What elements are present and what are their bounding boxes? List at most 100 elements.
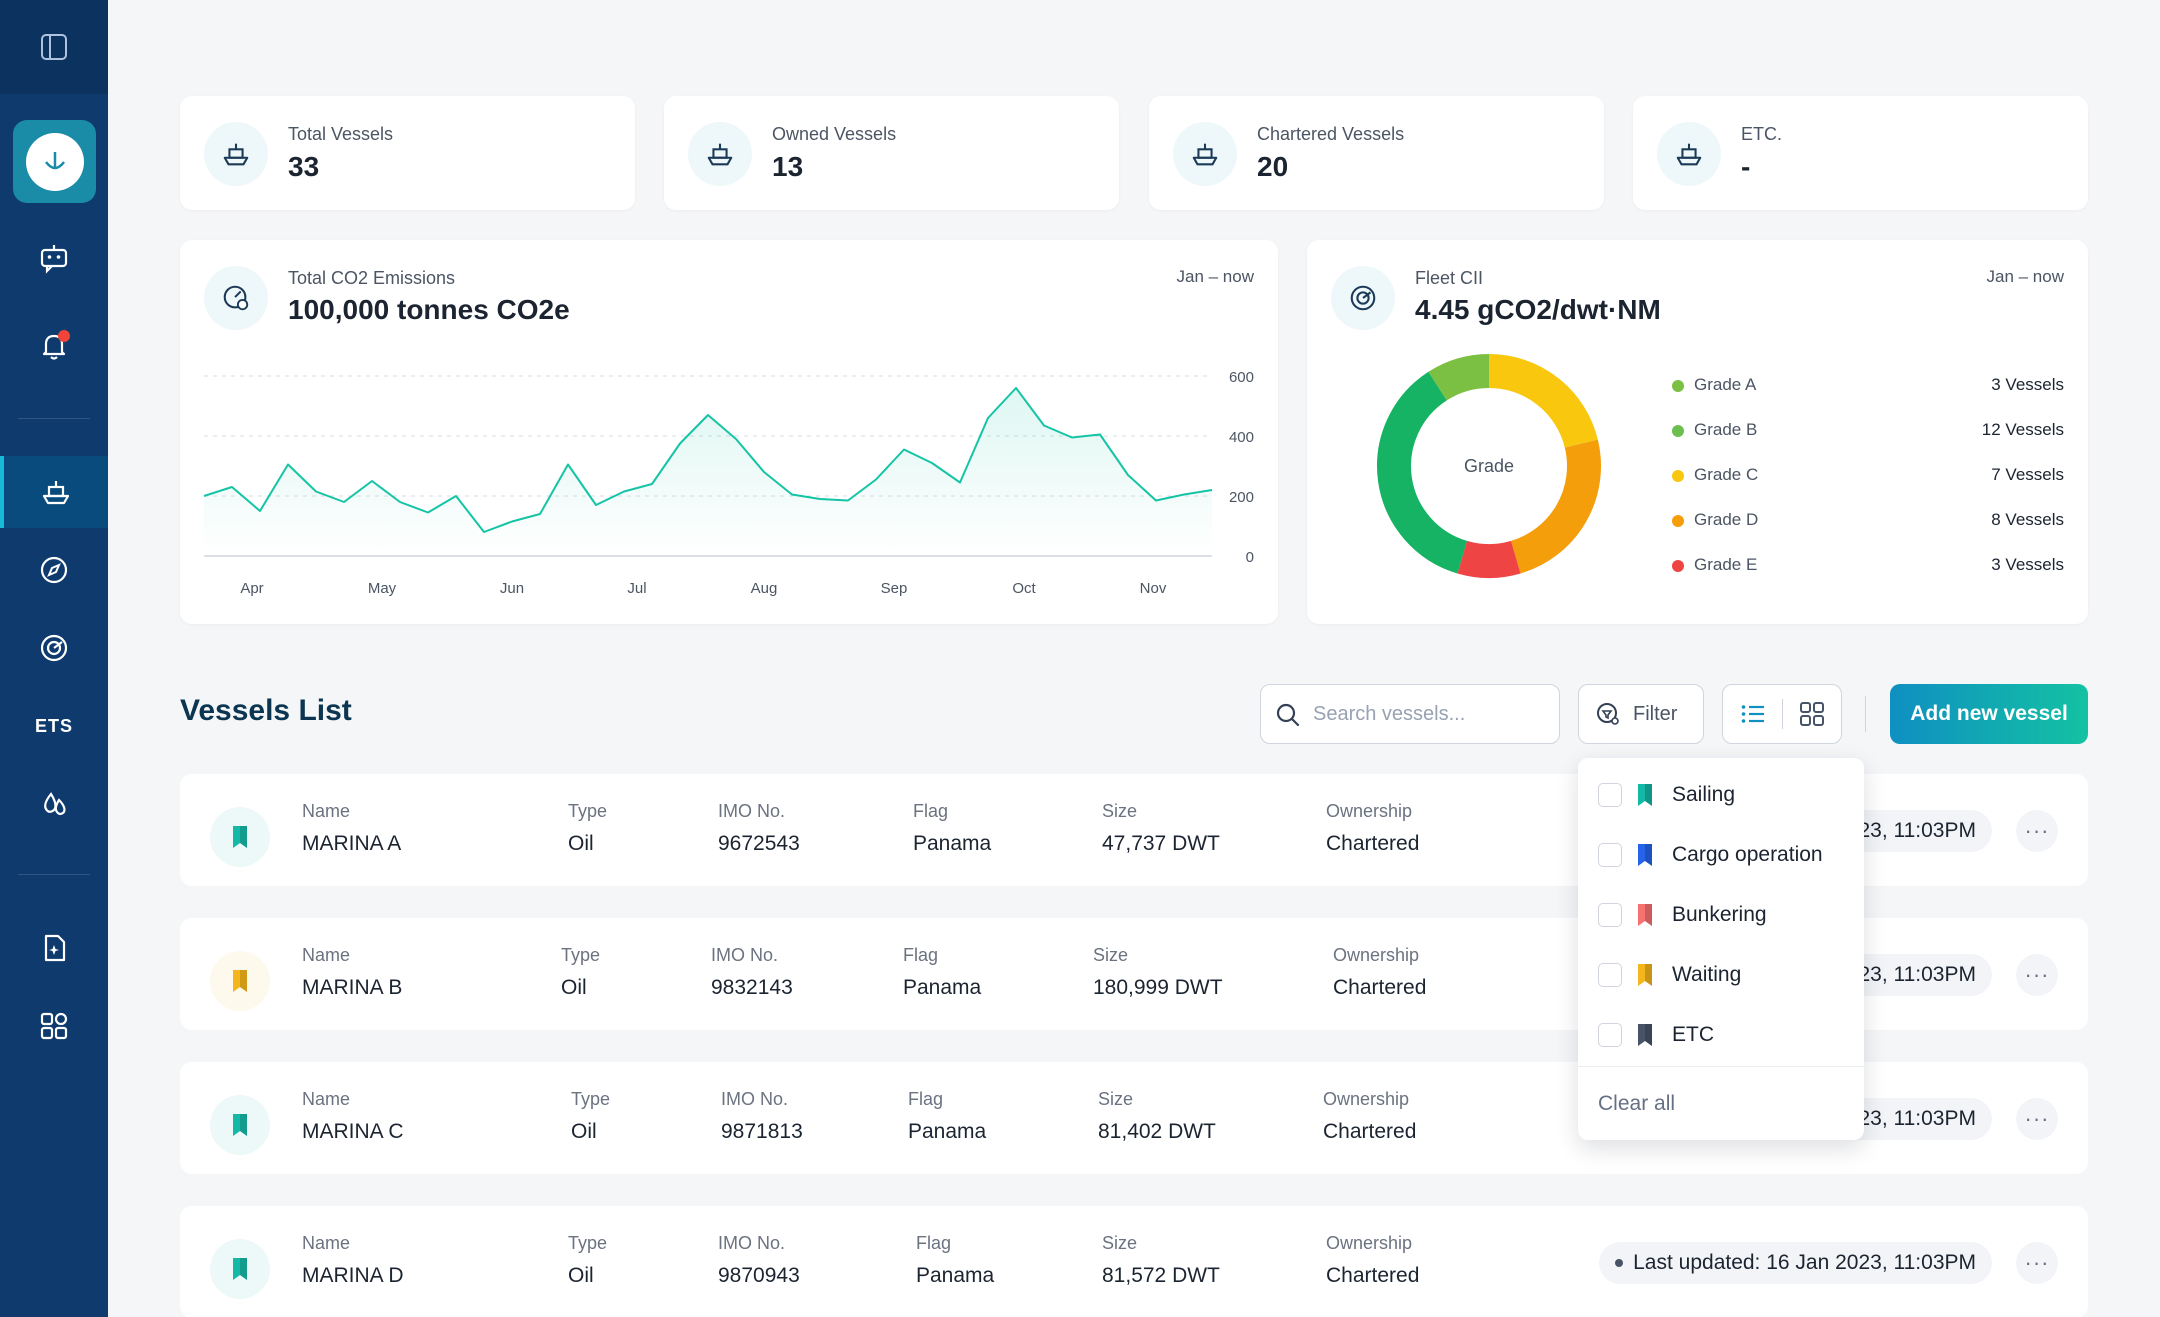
field-label-imo: IMO No. (721, 1089, 789, 1109)
clear-all-button[interactable]: Clear all (1598, 1092, 1676, 1115)
field-value-type: Oil (561, 976, 587, 999)
checkbox[interactable] (1598, 783, 1622, 807)
emissions-line-chart: 600 400 200 0 Apr May Jun Jul Aug Sep Oct Nov (203, 369, 1254, 597)
legend-name: Grade C (1694, 465, 1759, 484)
checkbox[interactable] (1598, 1023, 1622, 1047)
field-label-name: Name (302, 945, 351, 965)
legend-value: 12 Vessels (1981, 420, 2064, 439)
field-label-imo: IMO No. (711, 945, 779, 965)
cii-legend: Grade A 3 Vessels Grade B 12 Vessels Grade C… (1672, 373, 2064, 574)
emissions-range[interactable]: Jan – now (1176, 267, 1255, 286)
field-value-ownership: Chartered (1323, 1120, 1417, 1143)
view-toggle (1722, 684, 1842, 744)
field-value-flag: Panama (908, 1120, 987, 1143)
filter-option[interactable]: Waiting (1578, 950, 1864, 1000)
sidebar-item-cii[interactable] (0, 616, 108, 680)
last-updated-badge: Last updated: 16 Jan 2023, 11:03PM (1599, 1242, 1992, 1284)
gauge-icon (1350, 285, 1376, 311)
donut-slice (1377, 371, 1468, 574)
more-options-button[interactable]: ··· (2016, 954, 2058, 996)
checkbox[interactable] (1598, 903, 1622, 927)
cii-range[interactable]: Jan – now (1986, 267, 2065, 286)
ship-icon (707, 143, 733, 166)
search-box[interactable] (1260, 684, 1560, 744)
more-options-button[interactable]: ··· (2016, 1098, 2058, 1140)
ship-icon (223, 143, 249, 166)
filter-option-label: ETC (1672, 1023, 1714, 1046)
bookmark-icon (1638, 844, 1652, 866)
sidebar-item-apps[interactable] (0, 994, 108, 1058)
sidebar-toggle-icon (41, 34, 67, 60)
field-label-name: Name (302, 801, 351, 821)
bot-icon (40, 245, 68, 274)
filter-option[interactable]: Cargo operation (1578, 830, 1864, 880)
file-sparkle-icon (44, 934, 66, 962)
filter-dropdown: Sailing Cargo operation Bunkering Waiting ET… (1578, 758, 1864, 1140)
field-value-ownership: Chartered (1326, 1264, 1420, 1287)
field-value-size: 81,402 DWT (1098, 1120, 1216, 1143)
sidebar-item-fuel[interactable] (0, 772, 108, 836)
checkbox[interactable] (1598, 843, 1622, 867)
field-value-ownership: Chartered (1333, 976, 1427, 999)
legend-dot (1672, 470, 1684, 482)
search-input[interactable] (1313, 697, 1543, 731)
sidebar-item-reports[interactable] (0, 916, 108, 980)
app-logo[interactable] (13, 120, 96, 203)
field-value-name: MARINA B (302, 976, 403, 999)
filter-icon (1597, 703, 1619, 725)
field-label-flag: Flag (908, 1089, 944, 1109)
bookmark-icon (1638, 1024, 1652, 1046)
sidebar-item-notifications[interactable] (0, 314, 108, 378)
filter-option[interactable]: Sailing (1578, 770, 1864, 820)
more-options-button[interactable]: ··· (2016, 1242, 2058, 1284)
sidebar-item-ets[interactable]: ETS (0, 694, 108, 758)
field-value-type: Oil (571, 1120, 597, 1143)
bookmark-icon (1638, 784, 1652, 806)
checkbox[interactable] (1598, 963, 1622, 987)
sidebar-item-navigation[interactable] (0, 538, 108, 602)
field-value-flag: Panama (916, 1264, 995, 1287)
x-tick-label: Nov (1140, 580, 1167, 597)
apps-icon (40, 1012, 68, 1040)
bookmark-icon (1638, 964, 1652, 986)
emissions-label: Total CO2 Emissions (288, 268, 456, 288)
list-icon (1741, 704, 1764, 723)
add-vessel-button[interactable]: Add new vessel (1890, 684, 2088, 744)
legend-value: 7 Vessels (1991, 465, 2064, 484)
cii-donut-chart: Grade (1377, 354, 1601, 578)
more-options-button[interactable]: ··· (2016, 810, 2058, 852)
stat-card-owned: Owned Vessels 13 (664, 96, 1119, 210)
field-label-type: Type (561, 945, 601, 965)
donut-slice (1428, 354, 1490, 401)
filter-option[interactable]: Bunkering (1578, 890, 1864, 940)
ship-icon (1676, 143, 1702, 166)
notification-badge (58, 330, 70, 342)
field-value-type: Oil (568, 1264, 594, 1287)
sidebar-toggle[interactable] (0, 0, 108, 94)
field-label-imo: IMO No. (718, 801, 786, 821)
stat-value: - (1741, 151, 1751, 182)
table-row[interactable]: Name MARINA D Type Oil IMO No. 9870943 Flag Pan… (180, 1206, 2088, 1317)
sidebar-item-assistant[interactable] (0, 226, 108, 290)
list-view-button[interactable] (1723, 685, 1782, 742)
stat-value: 13 (772, 151, 804, 182)
bookmark-icon (233, 1114, 247, 1136)
grid-view-button[interactable] (1783, 685, 1841, 742)
legend-value: 3 Vessels (1991, 555, 2064, 574)
filter-option-label: Cargo operation (1672, 843, 1823, 866)
legend-name: Grade E (1694, 555, 1758, 574)
donut-slice (1488, 354, 1598, 449)
field-label-name: Name (302, 1089, 351, 1109)
stat-label: Chartered Vessels (1257, 124, 1405, 144)
bell-icon (42, 334, 66, 360)
stat-card-etc: ETC. - (1633, 96, 2088, 210)
field-value-imo: 9672543 (718, 832, 800, 855)
sidebar-item-vessels[interactable] (0, 456, 108, 528)
status-icon (210, 807, 270, 867)
field-value-size: 81,572 DWT (1102, 1264, 1220, 1287)
y-tick-label: 600 (1229, 369, 1254, 386)
field-value-name: MARINA C (302, 1120, 404, 1143)
x-tick-label: May (368, 580, 397, 597)
filter-button[interactable]: Filter (1578, 684, 1704, 744)
filter-option[interactable]: ETC (1578, 1010, 1864, 1060)
